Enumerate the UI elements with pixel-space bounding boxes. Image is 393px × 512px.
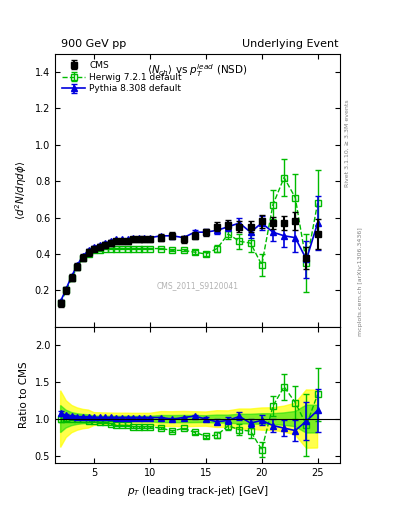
Text: $\langle N_{ch}\rangle$ vs $p_T^{lead}$ (NSD): $\langle N_{ch}\rangle$ vs $p_T^{lead}$ … [147,62,248,79]
Text: Underlying Event: Underlying Event [242,38,339,49]
Y-axis label: $\langle d^2 N/d\eta d\phi \rangle$: $\langle d^2 N/d\eta d\phi \rangle$ [13,161,29,220]
Legend: CMS, Herwig 7.2.1 default, Pythia 8.308 default: CMS, Herwig 7.2.1 default, Pythia 8.308 … [59,58,185,96]
X-axis label: $p_T$ (leading track-jet) [GeV]: $p_T$ (leading track-jet) [GeV] [127,484,268,498]
Text: Rivet 3.1.10, ≥ 3.3M events: Rivet 3.1.10, ≥ 3.3M events [345,99,350,187]
Text: CMS_2011_S9120041: CMS_2011_S9120041 [156,282,239,290]
Text: 900 GeV pp: 900 GeV pp [61,38,126,49]
Y-axis label: Ratio to CMS: Ratio to CMS [19,362,29,429]
Polygon shape [61,390,318,448]
Text: mcplots.cern.ch [arXiv:1306.3436]: mcplots.cern.ch [arXiv:1306.3436] [358,227,363,336]
Polygon shape [61,405,318,433]
